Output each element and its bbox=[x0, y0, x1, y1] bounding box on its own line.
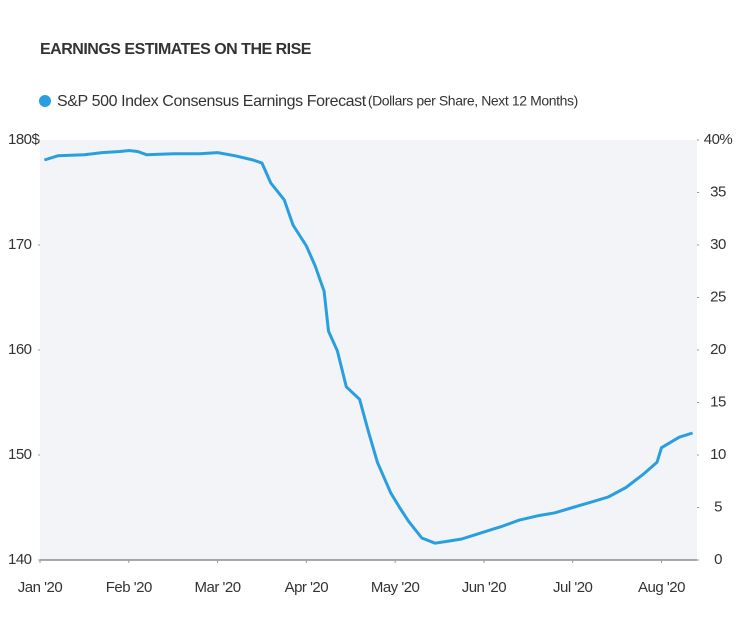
series-line bbox=[43, 149, 694, 545]
y2-tick-label: 0 bbox=[714, 551, 722, 568]
y2-tick-label: 10 bbox=[710, 446, 726, 463]
x-tick-label: Aug '20 bbox=[638, 579, 685, 596]
y2-tick-label: 20 bbox=[710, 341, 726, 358]
y-tick-label: 180$ bbox=[8, 131, 41, 148]
x-tick-label: Jun '20 bbox=[462, 579, 507, 596]
legend-note: (Dollars per Share, Next 12 Months) bbox=[368, 93, 578, 109]
x-tick-label: Jan '20 bbox=[18, 579, 63, 596]
x-tick-label: Apr '20 bbox=[285, 579, 329, 596]
y2-tick-label: 30 bbox=[710, 236, 726, 253]
x-tick-label: Feb '20 bbox=[106, 579, 152, 596]
y2-tick-label: 25 bbox=[710, 288, 726, 305]
y-tick-label: 170 bbox=[8, 236, 32, 253]
y-tick-label: 140 bbox=[8, 551, 32, 568]
plot-area bbox=[40, 140, 697, 560]
legend-marker bbox=[39, 95, 51, 107]
x-tick-label: May '20 bbox=[371, 579, 420, 596]
y-tick-label: 160 bbox=[8, 341, 32, 358]
y2-tick-label: 35 bbox=[710, 183, 726, 200]
x-tick-label: Mar '20 bbox=[195, 579, 241, 596]
y2-tick-label: 15 bbox=[710, 393, 726, 410]
y2-tick-label: 40% bbox=[704, 131, 733, 148]
y-tick-label: 150 bbox=[8, 446, 32, 463]
y2-tick-label: 5 bbox=[714, 498, 722, 515]
legend-label: S&P 500 Index Consensus Earnings Forecas… bbox=[57, 93, 367, 110]
x-tick-label: Jul '20 bbox=[553, 579, 593, 596]
chart-title: EARNINGS ESTIMATES ON THE RISE bbox=[40, 41, 312, 58]
